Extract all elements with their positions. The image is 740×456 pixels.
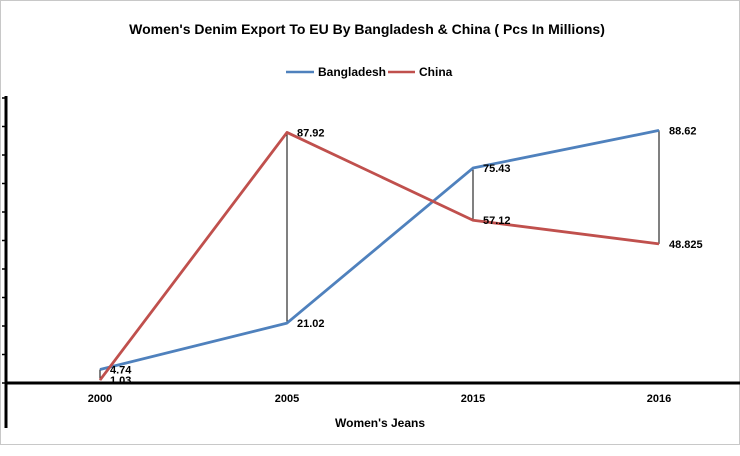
data-label-china-2016: 48.825	[669, 239, 703, 251]
data-label-china-2015: 57.12	[483, 215, 511, 227]
legend-label-bangladesh: Bangladesh	[318, 65, 386, 79]
x-axis-title: Women's Jeans	[335, 416, 425, 430]
x-tick-label-2000: 2000	[88, 393, 112, 405]
data-label-bangladesh-2016: 88.62	[669, 125, 697, 137]
series-line-bangladesh	[99, 129, 660, 371]
x-tick-label-2016: 2016	[647, 393, 671, 405]
drop-lines	[99, 130, 660, 381]
data-labels-china: 1.03 87.92 57.12 48.825	[110, 127, 703, 387]
data-label-bangladesh-2005: 21.02	[297, 318, 325, 330]
data-label-bangladesh-2000: 4.74	[110, 364, 132, 376]
x-tick-labels: 2000 2005 2015 2016	[88, 393, 671, 405]
legend: Bangladesh China	[286, 65, 453, 79]
data-label-china-2000: 1.03	[110, 375, 131, 387]
legend-label-china: China	[419, 65, 453, 79]
data-label-china-2005: 87.92	[297, 127, 325, 139]
data-labels-bangladesh: 4.74 21.02 75.43 88.62	[110, 125, 697, 376]
chart-title: Women's Denim Export To EU By Bangladesh…	[129, 21, 605, 37]
y-ticks	[2, 97, 6, 384]
x-tick-label-2015: 2015	[461, 393, 485, 405]
data-label-bangladesh-2015: 75.43	[483, 163, 511, 175]
series-line-china	[98, 131, 660, 381]
x-tick-label-2005: 2005	[275, 393, 299, 405]
